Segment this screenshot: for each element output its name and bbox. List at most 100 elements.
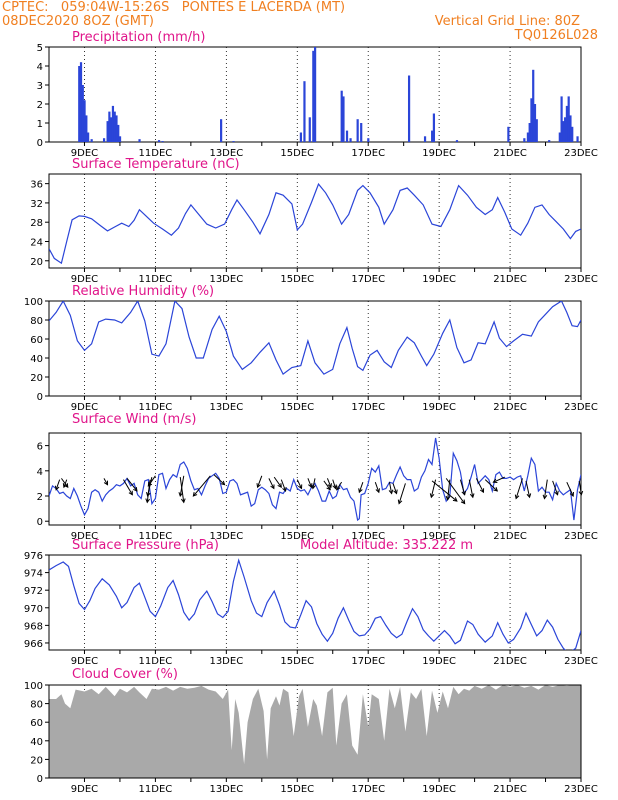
wind-arrow-head — [393, 489, 398, 495]
x-tick-label: 23DEC — [564, 148, 598, 159]
wind-arrow-head — [146, 492, 151, 498]
wind-arrow — [398, 483, 406, 504]
y-tick-label: 976 — [24, 551, 43, 562]
precip-bar — [567, 96, 570, 142]
x-tick-label: 11DEC — [139, 784, 173, 795]
x-tick-label: 15DEC — [280, 656, 314, 667]
x-tick-label: 11DEC — [139, 531, 173, 542]
precip-bar — [106, 121, 109, 142]
panel-frame — [48, 554, 582, 651]
x-tick-label: 13DEC — [209, 531, 243, 542]
precip-bar — [232, 141, 235, 142]
wind-arrow — [103, 478, 108, 485]
y-tick-label: 80 — [30, 700, 43, 711]
wind-arrow-head — [178, 492, 184, 498]
y-tick-label: 972 — [24, 586, 43, 597]
panel-title: Surface Wind (m/s) — [72, 412, 196, 427]
wind-arrow — [296, 479, 302, 489]
wind-arrow — [126, 478, 138, 492]
precip-bar — [564, 117, 567, 142]
wind-arrow — [323, 480, 331, 491]
wind-arrow — [63, 479, 68, 488]
precip-bar — [299, 132, 303, 142]
y-tick-label: 40 — [30, 354, 43, 365]
wind-arrow-head — [578, 490, 584, 496]
x-tick-label: 19DEC — [422, 656, 456, 667]
wind-arrow-head — [375, 488, 380, 494]
precip-bar — [118, 136, 122, 142]
precip-bar — [560, 96, 563, 142]
precip-bar — [562, 121, 565, 142]
wind-arrow-head — [128, 490, 133, 496]
wind-arrow-head — [145, 498, 150, 504]
precip-bar — [113, 111, 116, 142]
x-tick-label: 19DEC — [422, 784, 456, 795]
wind-arrow-head — [554, 490, 559, 496]
precip-bar — [340, 90, 343, 142]
wind-arrow — [257, 475, 263, 488]
precip-bar — [117, 124, 120, 142]
wind-arrow — [336, 481, 343, 490]
wind-arrow — [192, 475, 211, 497]
y-tick-label: 2 — [37, 492, 43, 503]
wind-arrow-head — [327, 483, 332, 489]
wind-arrow-head — [514, 494, 520, 500]
wind-arrow-head — [429, 493, 435, 499]
y-tick-label: 6 — [37, 442, 43, 453]
precip-bar — [576, 136, 579, 142]
wind-arrow-head — [461, 490, 467, 496]
wind-arrow — [543, 479, 548, 499]
y-tick-label: 20 — [30, 373, 43, 384]
y-tick-label: 60 — [30, 335, 43, 346]
wind-arrow — [552, 480, 559, 495]
precip-bar — [455, 140, 459, 142]
panel-4 — [45, 554, 582, 654]
header-date-line: 08DEC2020 8OZ (GMT) — [2, 14, 154, 29]
wind-arrow-head — [103, 480, 109, 486]
precip-bar — [81, 85, 84, 142]
wind-arrow-head — [526, 493, 532, 499]
panel-title: Surface Pressure (hPa) — [72, 538, 219, 553]
wind-arrow-head — [452, 497, 458, 502]
wind-arrow-head — [358, 488, 363, 494]
precip-bar — [507, 126, 510, 142]
wind-arrow-head — [180, 498, 186, 504]
header-grid-line-note: Vertical Grid Line: 80Z — [434, 14, 580, 29]
precip-bar — [111, 105, 115, 142]
wind-arrow-head — [147, 481, 153, 487]
wind-arrow — [179, 475, 185, 497]
x-tick-label: 11DEC — [139, 274, 173, 285]
precip-bar — [367, 138, 370, 142]
precip-bar — [432, 113, 436, 142]
precip-bar — [431, 130, 434, 142]
precip-bar — [312, 50, 315, 142]
precip-bar — [161, 141, 164, 142]
series-line — [49, 301, 581, 376]
precip-bar — [565, 105, 569, 142]
precip-bar — [407, 75, 411, 142]
x-tick-label: 23DEC — [564, 402, 598, 413]
panel-frame-top — [48, 684, 582, 779]
precip-bar — [90, 139, 93, 142]
x-tick-label: 15DEC — [280, 784, 314, 795]
precip-bar — [83, 100, 86, 142]
y-tick-label: 20 — [30, 257, 43, 268]
x-tick-label: 9DEC — [71, 402, 98, 413]
x-tick-label: 15DEC — [280, 402, 314, 413]
precip-bar — [349, 138, 352, 142]
header-model-code: TQ0126L028 — [514, 28, 598, 43]
wind-arrow-head — [270, 484, 275, 490]
wind-arrow-head — [397, 499, 403, 505]
y-tick-label: 36 — [30, 180, 43, 191]
header-station-line: CPTEC: 059:04W-15:26S PONTES E LACERDA (… — [2, 0, 346, 15]
panel-title: Relative Humidity (%) — [72, 284, 214, 299]
wind-arrow — [307, 478, 312, 488]
precip-bar — [102, 138, 106, 142]
wind-arrow — [326, 478, 332, 488]
y-tick-label: 24 — [30, 237, 43, 248]
wind-arrow-head — [277, 483, 282, 489]
y-tick-label: 100 — [24, 681, 43, 692]
panel-title: Surface Temperature (nC) — [72, 157, 240, 172]
y-tick-label: 968 — [24, 621, 43, 632]
panel-0 — [45, 46, 582, 146]
